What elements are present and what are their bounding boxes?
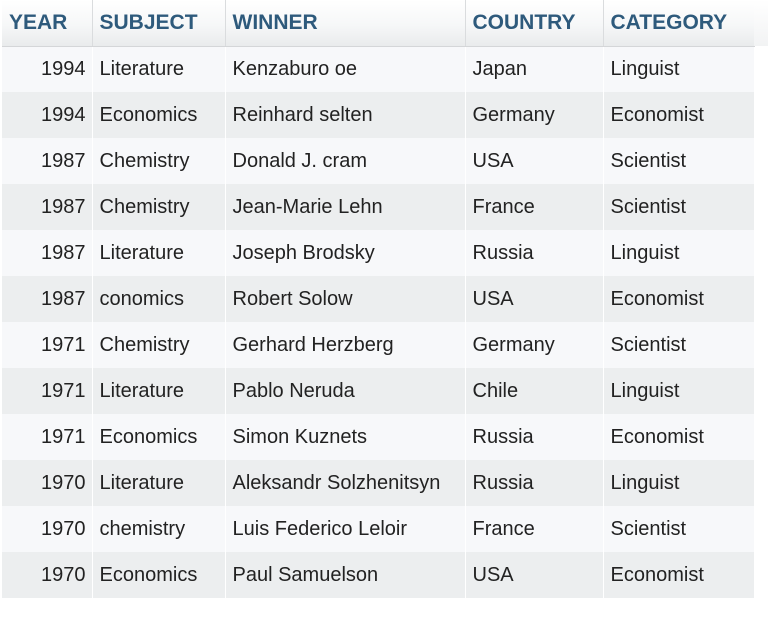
header-country[interactable]: COUNTRY (464, 0, 604, 47)
cell-country: Germany (464, 322, 603, 368)
cell-winner: Jean-Marie Lehn (224, 184, 465, 230)
cell-year: 1987 (2, 276, 92, 322)
header-category[interactable]: CATEGORY (602, 0, 755, 47)
cell-category: Economist (602, 276, 754, 322)
table-row: 1994 Economics Reinhard selten Germany Econo… (2, 92, 754, 138)
cell-year: 1971 (2, 414, 92, 460)
cell-category: Linguist (602, 460, 754, 506)
table-row: 1994 Literature Kenzaburo oe Japan Linguist (2, 46, 754, 92)
cell-country: Russia (464, 414, 603, 460)
cell-country: USA (464, 552, 603, 598)
cell-subject: Literature (91, 230, 225, 276)
cell-year: 1987 (2, 138, 92, 184)
header-edge (754, 0, 768, 46)
cell-subject: Economics (91, 414, 225, 460)
table-row: 1971 Chemistry Gerhard Herzberg Germany Scie… (2, 322, 754, 368)
cell-year: 1994 (2, 46, 92, 92)
cell-country: Russia (464, 460, 603, 506)
cell-winner: Paul Samuelson (224, 552, 465, 598)
cell-winner: Kenzaburo oe (224, 46, 465, 92)
cell-country: Chile (464, 368, 603, 414)
table-row: 1971 Economics Simon Kuznets Russia Economis… (2, 414, 754, 460)
cell-country: USA (464, 138, 603, 184)
cell-winner: Aleksandr Solzhenitsyn (224, 460, 465, 506)
cell-category: Linguist (602, 368, 754, 414)
cell-year: 1971 (2, 368, 92, 414)
cell-winner: Simon Kuznets (224, 414, 465, 460)
cell-year: 1970 (2, 460, 92, 506)
table-row: 1987 conomics Robert Solow USA Economist (2, 276, 754, 322)
cell-winner: Gerhard Herzberg (224, 322, 465, 368)
cell-subject: Literature (91, 46, 225, 92)
cell-subject: Economics (91, 552, 225, 598)
table-row: 1970 chemistry Luis Federico Leloir France S… (2, 506, 754, 552)
cell-country: France (464, 506, 603, 552)
cell-category: Scientist (602, 506, 754, 552)
cell-winner: Luis Federico Leloir (224, 506, 465, 552)
cell-country: Russia (464, 230, 603, 276)
table-row: 1987 Chemistry Jean-Marie Lehn France Scient… (2, 184, 754, 230)
nobel-winners-table: YEAR SUBJECT WINNER COUNTRY CATEGORY 199… (2, 0, 755, 598)
cell-subject: Chemistry (91, 184, 225, 230)
cell-category: Economist (602, 552, 754, 598)
cell-category: Economist (602, 92, 754, 138)
table-body: 1994 Literature Kenzaburo oe Japan Linguist 1… (2, 46, 754, 598)
cell-subject: conomics (91, 276, 225, 322)
cell-category: Linguist (602, 46, 754, 92)
cell-year: 1970 (2, 506, 92, 552)
header-row: YEAR SUBJECT WINNER COUNTRY CATEGORY (2, 0, 755, 47)
table-row: 1970 Economics Paul Samuelson USA Economist (2, 552, 754, 598)
header-year[interactable]: YEAR (2, 0, 93, 47)
cell-country: USA (464, 276, 603, 322)
cell-winner: Robert Solow (224, 276, 465, 322)
nobel-winners-table-container: YEAR SUBJECT WINNER COUNTRY CATEGORY 199… (2, 0, 755, 598)
table-header: YEAR SUBJECT WINNER COUNTRY CATEGORY (2, 0, 755, 47)
cell-subject: Literature (91, 460, 225, 506)
cell-year: 1994 (2, 92, 92, 138)
cell-category: Scientist (602, 184, 754, 230)
table-row: 1987 Literature Joseph Brodsky Russia Lingui… (2, 230, 754, 276)
cell-subject: Chemistry (91, 138, 225, 184)
cell-winner: Donald J. cram (224, 138, 465, 184)
cell-subject: Economics (91, 92, 225, 138)
cell-winner: Reinhard selten (224, 92, 465, 138)
cell-year: 1987 (2, 230, 92, 276)
header-winner[interactable]: WINNER (224, 0, 466, 47)
cell-subject: Chemistry (91, 322, 225, 368)
cell-category: Scientist (602, 322, 754, 368)
cell-year: 1971 (2, 322, 92, 368)
table-row: 1970 Literature Aleksandr Solzhenitsyn Russ… (2, 460, 754, 506)
cell-category: Economist (602, 414, 754, 460)
header-subject[interactable]: SUBJECT (91, 0, 226, 47)
table-row: 1987 Chemistry Donald J. cram USA Scientist (2, 138, 754, 184)
cell-subject: chemistry (91, 506, 225, 552)
cell-country: Germany (464, 92, 603, 138)
cell-winner: Joseph Brodsky (224, 230, 465, 276)
cell-country: Japan (464, 46, 603, 92)
table-row: 1971 Literature Pablo Neruda Chile Linguist (2, 368, 754, 414)
cell-winner: Pablo Neruda (224, 368, 465, 414)
cell-year: 1970 (2, 552, 92, 598)
cell-category: Scientist (602, 138, 754, 184)
cell-subject: Literature (91, 368, 225, 414)
cell-category: Linguist (602, 230, 754, 276)
cell-country: France (464, 184, 603, 230)
cell-year: 1987 (2, 184, 92, 230)
